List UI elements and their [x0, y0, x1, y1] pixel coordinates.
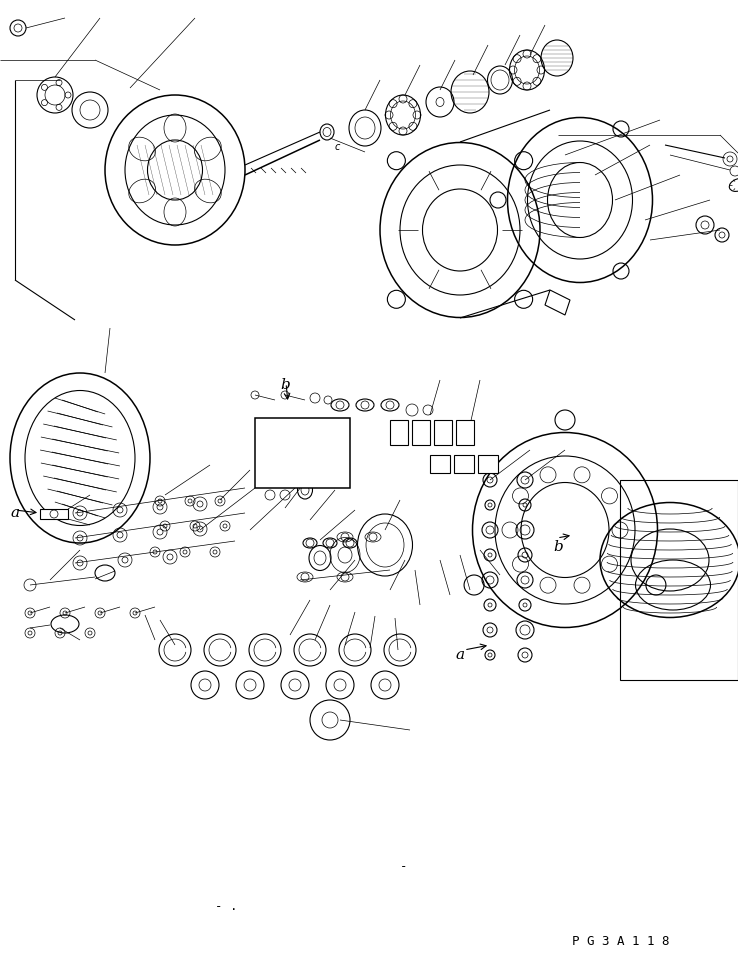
Text: c: c — [335, 142, 340, 152]
FancyBboxPatch shape — [412, 420, 430, 445]
FancyBboxPatch shape — [390, 420, 408, 445]
Polygon shape — [40, 509, 68, 519]
Text: - .: - . — [215, 900, 238, 913]
Text: -: - — [400, 860, 407, 873]
Text: b: b — [553, 540, 563, 554]
FancyBboxPatch shape — [456, 420, 474, 445]
Text: P G 3 A 1 1 8: P G 3 A 1 1 8 — [572, 935, 669, 948]
FancyBboxPatch shape — [434, 420, 452, 445]
FancyBboxPatch shape — [430, 455, 450, 473]
FancyBboxPatch shape — [454, 455, 474, 473]
FancyBboxPatch shape — [255, 418, 350, 488]
FancyBboxPatch shape — [478, 455, 498, 473]
Text: b: b — [280, 378, 290, 392]
Text: a: a — [455, 648, 464, 662]
Text: a: a — [10, 506, 19, 520]
